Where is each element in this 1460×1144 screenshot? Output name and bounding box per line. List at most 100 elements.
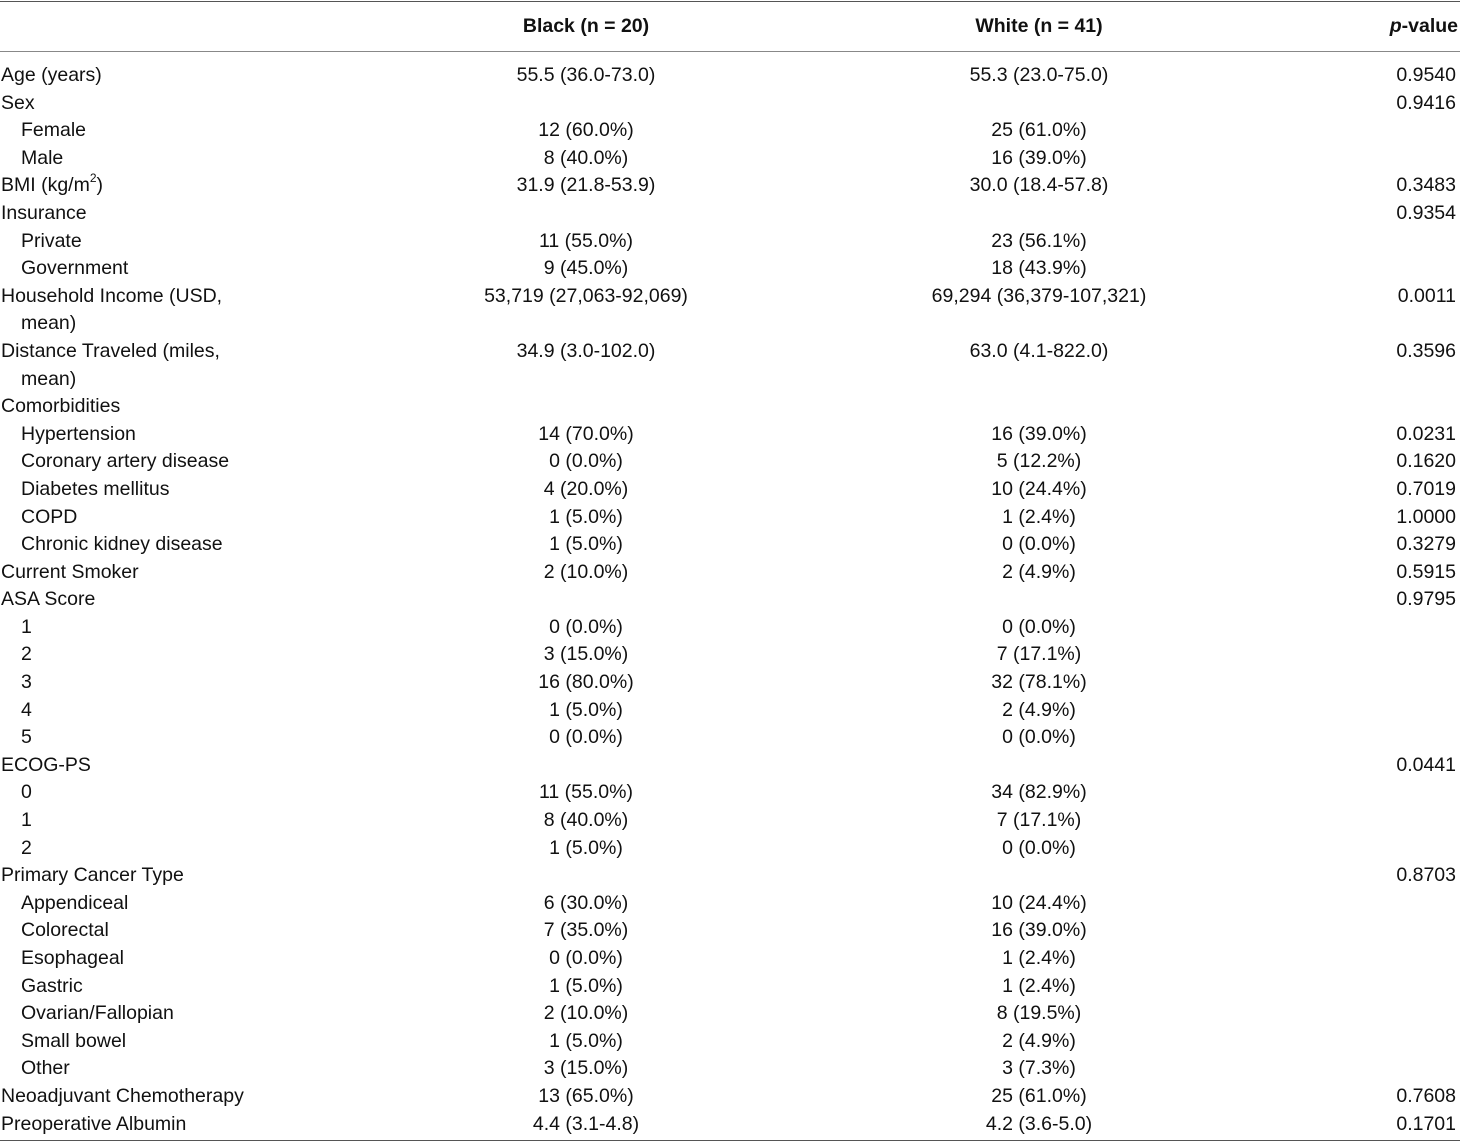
black-value: 31.9 (21.8-53.9): [516, 174, 656, 197]
row-label-text: Primary Cancer Type: [1, 864, 184, 887]
white-value: 5 (12.2%): [996, 450, 1082, 473]
white-value: 18 (43.9%): [991, 257, 1087, 280]
row-label-text: Distance Traveled (miles,: [1, 339, 220, 362]
table-row: Other 3 (15.0%) 3 (7.3%): [0, 1055, 1460, 1083]
row-label: 0: [21, 779, 32, 807]
white-value: 0 (0.0%): [1002, 726, 1076, 749]
row-label-text: ECOG-PS: [1, 753, 91, 776]
p-value: 0.0441: [1396, 753, 1456, 776]
row-label-text: Government: [21, 257, 129, 280]
row-label: Esophageal: [21, 945, 124, 973]
row-label-text: Gastric: [21, 974, 83, 997]
table-row: Age (years) 55.5 (36.0-73.0) 55.3 (23.0-75…: [0, 62, 1460, 90]
row-label: ASA Score: [1, 586, 95, 614]
table-bottom-rule: [0, 1140, 1460, 1141]
white-value: 2 (4.9%): [1002, 560, 1076, 583]
row-label: Current Smoker: [1, 559, 139, 587]
table-row: Diabetes mellitus 4 (20.0%) 10 (24.4%) 0.70…: [0, 476, 1460, 504]
table-row: Current Smoker 2 (10.0%) 2 (4.9%) 0.5915: [0, 559, 1460, 587]
row-label-text: Diabetes mellitus: [21, 477, 170, 500]
black-value: 9 (45.0%): [543, 257, 629, 280]
row-label: Coronary artery disease: [21, 448, 229, 476]
p-value: 0.3596: [1396, 339, 1456, 362]
white-value: 3 (7.3%): [1002, 1057, 1076, 1080]
row-label-text: BMI (kg/m: [1, 174, 90, 197]
header-white: White (n = 41): [975, 15, 1103, 37]
row-label: Colorectal: [21, 917, 109, 945]
row-label: 1: [21, 807, 32, 835]
table-row: ASA Score 0.9795: [0, 586, 1460, 614]
row-label-text: Appendiceal: [21, 891, 129, 914]
row-label: 5: [21, 724, 32, 752]
black-value: 8 (40.0%): [543, 146, 629, 169]
white-value: 34 (82.9%): [991, 781, 1087, 804]
p-value: 0.7608: [1396, 1084, 1456, 1107]
black-value: 1 (5.0%): [549, 533, 623, 556]
table-header: Black (n = 20) White (n = 41) p-value: [0, 0, 1460, 51]
p-value: 0.9540: [1396, 64, 1456, 86]
white-value: 1 (2.4%): [1002, 947, 1076, 969]
white-value: 2 (4.9%): [1002, 1029, 1076, 1052]
white-value: 32 (78.1%): [991, 671, 1087, 694]
row-label-text: 2: [21, 643, 32, 666]
row-label-text: Esophageal: [21, 947, 125, 969]
table-row: Primary Cancer Type 0.8703: [0, 862, 1460, 890]
row-label: Primary Cancer Type: [1, 862, 184, 890]
row-label-text: Chronic kidney disease: [21, 533, 223, 556]
row-label: Sex: [1, 90, 35, 118]
white-value: 10 (24.4%): [991, 477, 1087, 500]
row-label-text: Neoadjuvant Chemotherapy: [1, 1084, 244, 1107]
white-value: 23 (56.1%): [991, 229, 1087, 252]
row-label-text: Private: [21, 229, 82, 252]
white-value: 2 (4.9%): [1002, 698, 1076, 721]
row-label-text: Comorbidities: [1, 395, 121, 418]
table-row: Government 9 (45.0%) 18 (43.9%): [0, 255, 1460, 283]
black-value: 8 (40.0%): [543, 809, 629, 832]
table-body: Age (years) 55.5 (36.0-73.0) 55.3 (23.0-75…: [0, 62, 1460, 1138]
row-label-text: Household Income (USD,: [1, 284, 223, 307]
black-value: 4 (20.0%): [543, 477, 629, 500]
black-value: 4.4 (3.1-4.8): [532, 1112, 640, 1135]
row-label: Appendiceal: [21, 890, 128, 918]
black-value: 0 (0.0%): [549, 450, 623, 473]
table-row: 1 0 (0.0%) 0 (0.0%): [0, 614, 1460, 642]
table-top-rule: [0, 1, 1460, 2]
black-value: 12 (60.0%): [538, 119, 634, 142]
black-value: 53,719 (27,063-92,069): [484, 284, 688, 307]
black-value: 0 (0.0%): [549, 947, 623, 969]
row-label: Comorbidities: [1, 393, 120, 421]
row-label-text: Colorectal: [21, 919, 109, 942]
row-label: Small bowel: [21, 1028, 126, 1056]
row-label: 2: [21, 835, 32, 863]
row-label-text: Current Smoker: [1, 560, 139, 583]
table-row: 2 1 (5.0%) 0 (0.0%): [0, 835, 1460, 863]
p-value: 0.7019: [1396, 477, 1456, 500]
row-label: Household Income (USD, mean): [1, 283, 241, 338]
row-label-text: Ovarian/Fallopian: [21, 1002, 174, 1025]
row-label-superscript: 2: [89, 170, 97, 185]
white-value: 63.0 (4.1-822.0): [969, 339, 1109, 362]
white-value: 7 (17.1%): [996, 643, 1082, 666]
p-value: 0.9354: [1396, 201, 1456, 224]
header-p-rest: -value: [1401, 15, 1458, 37]
header-p-italic: p: [1389, 15, 1402, 37]
table-row: Sex 0.9416: [0, 90, 1460, 118]
header-rule: [0, 51, 1460, 52]
row-label-text: ASA Score: [1, 588, 96, 611]
row-label-text: 1: [21, 615, 32, 638]
row-label-text: Insurance: [1, 201, 87, 224]
row-label-suffix: ): [96, 174, 104, 197]
black-value: 34.9 (3.0-102.0): [516, 339, 656, 362]
table-row: 5 0 (0.0%) 0 (0.0%): [0, 724, 1460, 752]
p-value: 0.0231: [1396, 422, 1456, 445]
row-label-text: Preoperative Albumin: [1, 1112, 187, 1135]
table-row: COPD 1 (5.0%) 1 (2.4%) 1.0000: [0, 504, 1460, 532]
row-label: Chronic kidney disease: [21, 531, 223, 559]
table-row: Coronary artery disease 0 (0.0%) 5 (12.2%)…: [0, 448, 1460, 476]
black-value: 16 (80.0%): [538, 671, 634, 694]
row-label: Male: [21, 145, 63, 173]
black-value: 55.5 (36.0-73.0): [516, 64, 656, 86]
black-value: 1 (5.0%): [549, 698, 623, 721]
row-label: COPD: [21, 504, 77, 532]
table-row: Chronic kidney disease 1 (5.0%) 0 (0.0%) 0.…: [0, 531, 1460, 559]
